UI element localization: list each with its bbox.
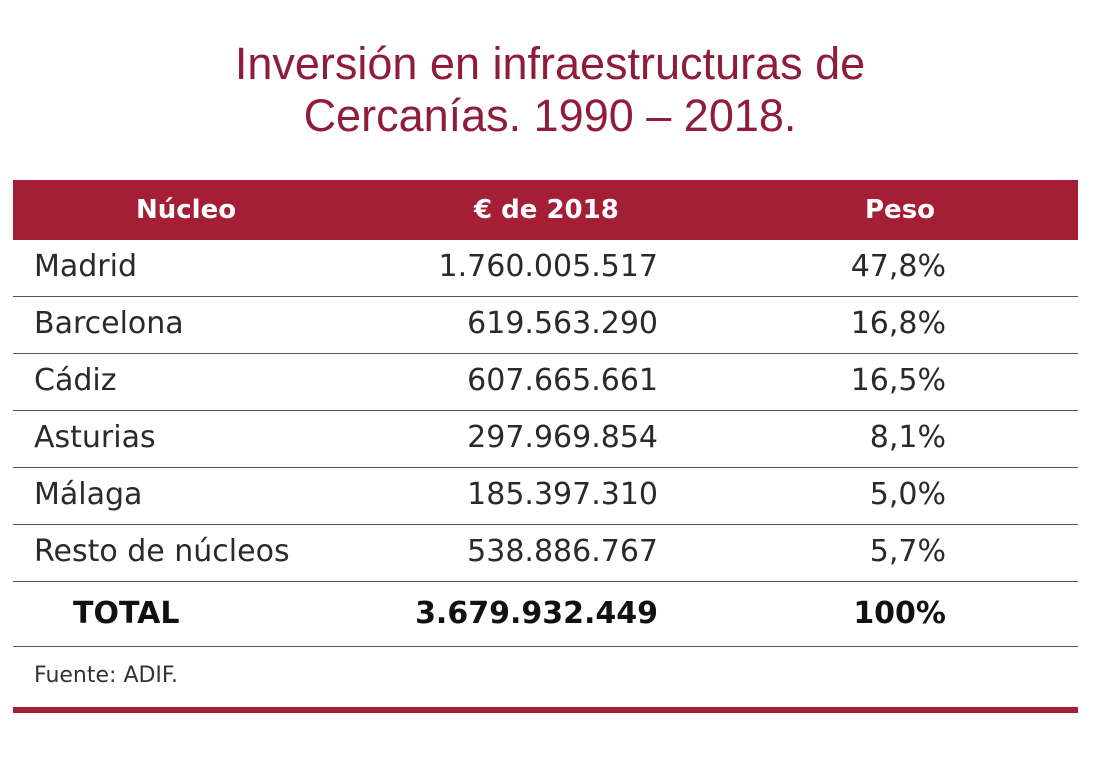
total-peso: 100%	[853, 596, 946, 631]
total-label: TOTAL	[73, 596, 180, 631]
header-euros: € de 2018	[474, 195, 619, 225]
cell-euros: 619.563.290	[467, 306, 658, 341]
source-text: Fuente: ADIF.	[34, 663, 179, 688]
title-line-1: Inversión en infraestructuras de	[234, 38, 866, 89]
total-row: TOTAL 3.679.932.449 100%	[13, 582, 1078, 647]
bottom-rule	[13, 707, 1078, 713]
cell-euros: 297.969.854	[467, 420, 658, 455]
table-row: Cádiz 607.665.661 16,5%	[13, 354, 1078, 411]
cell-peso: 47,8%	[850, 249, 946, 284]
cell-euros: 185.397.310	[467, 477, 658, 512]
cell-euros: 607.665.661	[467, 363, 658, 398]
cell-euros: 1.760.005.517	[438, 249, 658, 284]
cell-peso: 5,7%	[869, 534, 946, 569]
cell-peso: 8,1%	[869, 420, 946, 455]
table-row: Barcelona 619.563.290 16,8%	[13, 297, 1078, 354]
title-line-2: Cercanías. 1990 – 2018.	[303, 90, 797, 141]
cell-nucleo: Barcelona	[34, 306, 184, 341]
cell-peso: 5,0%	[869, 477, 946, 512]
cell-euros: 538.886.767	[467, 534, 658, 569]
page-title: Inversión en infraestructuras de Cercaní…	[0, 38, 1100, 142]
cell-nucleo: Asturias	[34, 420, 156, 455]
source-note: Fuente: ADIF.	[13, 647, 1078, 707]
cell-nucleo: Madrid	[34, 249, 138, 284]
total-euros: 3.679.932.449	[415, 596, 658, 631]
table-row: Málaga 185.397.310 5,0%	[13, 468, 1078, 525]
investment-table: Núcleo € de 2018 Peso Madrid 1.760.005.5…	[13, 180, 1078, 713]
cell-peso: 16,8%	[850, 306, 946, 341]
table-row: Resto de núcleos 538.886.767 5,7%	[13, 525, 1078, 582]
table-row: Madrid 1.760.005.517 47,8%	[13, 240, 1078, 297]
cell-nucleo: Málaga	[34, 477, 143, 512]
cell-peso: 16,5%	[850, 363, 946, 398]
header-nucleo: Núcleo	[136, 195, 237, 225]
table-header: Núcleo € de 2018 Peso	[13, 180, 1078, 240]
cell-nucleo: Resto de núcleos	[34, 534, 290, 569]
table-row: Asturias 297.969.854 8,1%	[13, 411, 1078, 468]
cell-nucleo: Cádiz	[34, 363, 117, 398]
header-peso: Peso	[865, 195, 936, 225]
